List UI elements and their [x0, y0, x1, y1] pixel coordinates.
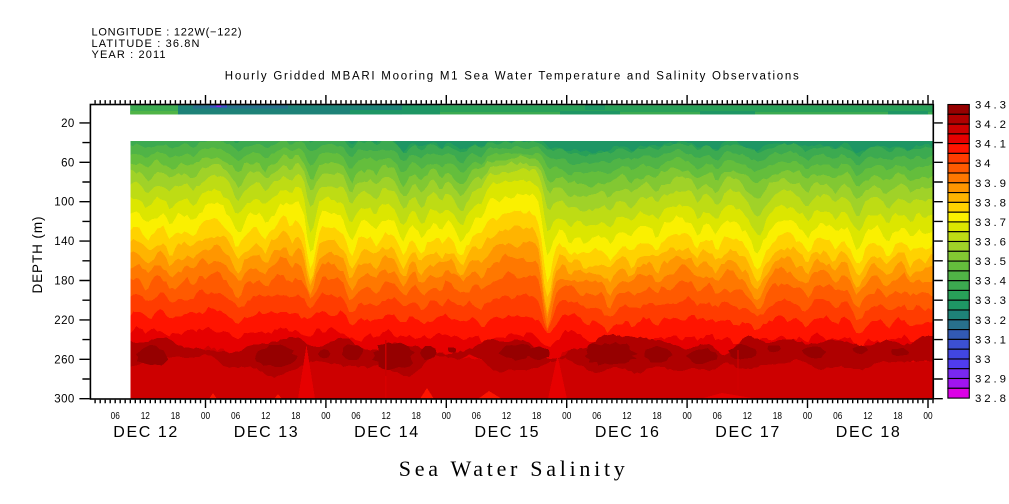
svg-text:33.7: 33.7: [975, 217, 1006, 229]
svg-text:DEC 15: DEC 15: [475, 424, 539, 441]
svg-text:06: 06: [592, 410, 601, 422]
svg-text:00: 00: [321, 410, 330, 422]
svg-text:33.6: 33.6: [975, 237, 1006, 249]
svg-text:33.8: 33.8: [975, 197, 1006, 209]
svg-text:20: 20: [61, 118, 75, 130]
svg-text:32.9: 32.9: [975, 374, 1006, 386]
svg-text:33.2: 33.2: [975, 315, 1006, 327]
svg-text:00: 00: [442, 410, 451, 422]
svg-text:Sea Water Salinity: Sea Water Salinity: [399, 456, 625, 481]
svg-text:12: 12: [141, 410, 150, 422]
svg-text:06: 06: [111, 410, 120, 422]
svg-text:06: 06: [833, 410, 842, 422]
svg-text:12: 12: [622, 410, 631, 422]
svg-text:00: 00: [562, 410, 571, 422]
svg-text:33.3: 33.3: [975, 295, 1006, 307]
svg-text:18: 18: [532, 410, 541, 422]
svg-text:12: 12: [863, 410, 872, 422]
svg-text:33.4: 33.4: [975, 276, 1006, 288]
svg-text:12: 12: [261, 410, 270, 422]
svg-text:YEAR : 2011: YEAR : 2011: [92, 49, 166, 61]
svg-text:34.3: 34.3: [975, 100, 1006, 112]
svg-text:DEC 13: DEC 13: [234, 424, 298, 441]
svg-text:220: 220: [54, 315, 74, 327]
svg-text:32.8: 32.8: [975, 393, 1006, 405]
svg-text:18: 18: [171, 410, 180, 422]
svg-text:18: 18: [773, 410, 782, 422]
svg-text:34.1: 34.1: [975, 139, 1006, 151]
svg-text:06: 06: [351, 410, 360, 422]
svg-text:18: 18: [893, 410, 902, 422]
svg-text:12: 12: [502, 410, 511, 422]
svg-text:DEC 18: DEC 18: [836, 424, 900, 441]
svg-text:100: 100: [54, 197, 74, 209]
svg-text:180: 180: [54, 276, 74, 288]
svg-text:34.2: 34.2: [975, 119, 1006, 131]
svg-text:00: 00: [683, 410, 692, 422]
svg-text:300: 300: [54, 394, 74, 406]
svg-text:33.5: 33.5: [975, 256, 1006, 268]
svg-text:140: 140: [54, 236, 74, 248]
svg-text:DEPTH (m): DEPTH (m): [30, 217, 45, 294]
svg-text:06: 06: [713, 410, 722, 422]
svg-text:00: 00: [201, 410, 210, 422]
svg-text:33.1: 33.1: [975, 334, 1006, 346]
svg-text:18: 18: [412, 410, 421, 422]
svg-text:33.9: 33.9: [975, 178, 1006, 190]
svg-text:DEC 16: DEC 16: [595, 424, 659, 441]
svg-text:06: 06: [472, 410, 481, 422]
svg-text:DEC 12: DEC 12: [113, 424, 177, 441]
svg-text:00: 00: [803, 410, 812, 422]
svg-text:LONGITUDE : 122W(−122): LONGITUDE : 122W(−122): [92, 27, 242, 39]
svg-text:12: 12: [743, 410, 752, 422]
svg-text:LATITUDE : 36.8N: LATITUDE : 36.8N: [92, 38, 200, 50]
svg-text:18: 18: [291, 410, 300, 422]
svg-text:06: 06: [231, 410, 240, 422]
svg-text:DEC 14: DEC 14: [354, 424, 418, 441]
svg-text:DEC 17: DEC 17: [715, 424, 779, 441]
svg-text:260: 260: [54, 354, 74, 366]
svg-text:18: 18: [652, 410, 661, 422]
svg-text:12: 12: [382, 410, 391, 422]
svg-text:60: 60: [61, 157, 75, 169]
svg-text:00: 00: [923, 410, 932, 422]
svg-text:Hourly Gridded MBARI Mooring M: Hourly Gridded MBARI Mooring M1 Sea Wate…: [225, 71, 799, 83]
